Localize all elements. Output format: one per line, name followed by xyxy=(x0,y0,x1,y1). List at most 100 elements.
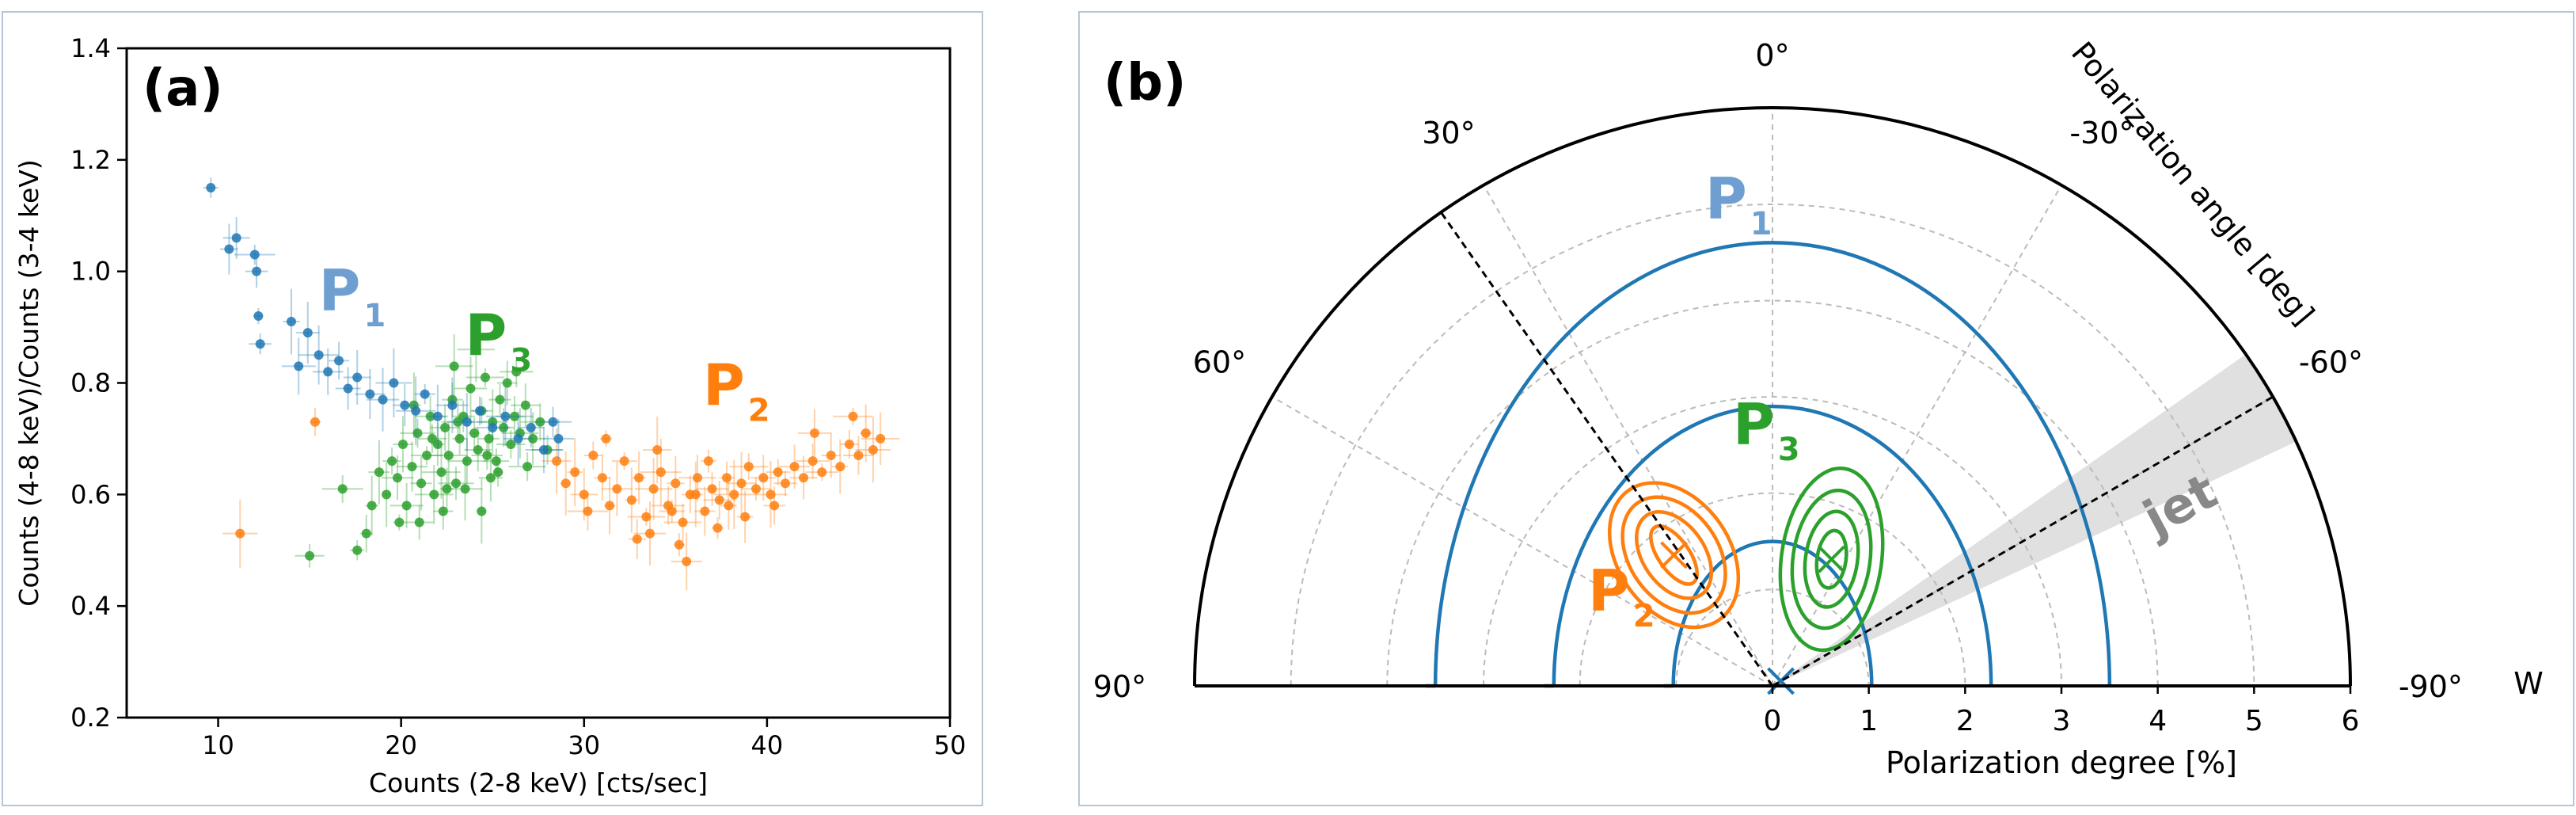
data-point-p2 xyxy=(769,501,780,511)
data-point-p3 xyxy=(374,467,384,478)
data-point-p3 xyxy=(443,451,454,461)
data-point-p1 xyxy=(500,411,511,421)
data-point-p3 xyxy=(493,467,503,478)
data-point-p2 xyxy=(612,484,622,494)
data-point-p1 xyxy=(313,350,324,360)
data-point-p1 xyxy=(255,339,265,349)
data-point-p2 xyxy=(693,473,703,483)
data-point-p2 xyxy=(310,417,321,427)
x-axis-label: Counts (2-8 keV) [cts/sec] xyxy=(369,767,708,798)
data-point-p2 xyxy=(678,517,688,527)
data-point-p3 xyxy=(305,550,315,561)
data-point-p2 xyxy=(743,462,754,472)
angle-tick-label: 60° xyxy=(1193,345,1246,380)
data-point-p1 xyxy=(334,356,344,366)
data-point-p2 xyxy=(722,473,732,483)
data-point-p1 xyxy=(365,389,375,399)
best-fit-marker xyxy=(1660,541,1688,569)
data-point-p1 xyxy=(553,433,564,444)
data-point-p2 xyxy=(781,478,790,489)
data-point-p1 xyxy=(287,317,296,327)
data-point-p3 xyxy=(520,400,530,410)
data-point-p2 xyxy=(601,433,611,444)
contour-line xyxy=(1814,528,1848,590)
data-point-p1 xyxy=(294,361,304,371)
data-point-p2 xyxy=(644,528,655,539)
data-point-p2 xyxy=(700,506,710,516)
r-tick-label: 2 xyxy=(1956,705,1974,737)
data-point-p2 xyxy=(807,456,818,467)
grid-radial xyxy=(1772,185,2062,687)
angle-tick-label: 90° xyxy=(1093,669,1146,704)
data-point-p2 xyxy=(552,456,562,467)
data-point-p2 xyxy=(861,428,871,438)
data-point-p2 xyxy=(605,501,615,511)
grid-circle xyxy=(1579,493,1966,687)
x-tick-label: 20 xyxy=(385,730,417,760)
panel-b: 0 1 2 3 4 5 6 Polarization degree [%] 90° 60° 30° 0… xyxy=(1078,11,2574,806)
data-point-p3 xyxy=(499,422,509,432)
grid-circle xyxy=(1675,588,1870,687)
data-point-p3 xyxy=(471,345,481,355)
data-point-p3 xyxy=(429,489,439,500)
data-point-p2 xyxy=(570,467,580,478)
data-point-p3 xyxy=(436,467,446,478)
data-point-p1 xyxy=(462,417,472,427)
data-point-p2 xyxy=(758,473,769,483)
data-point-p2 xyxy=(632,534,642,544)
data-point-p1 xyxy=(231,233,241,243)
data-point-p3 xyxy=(485,473,496,483)
data-point-p3 xyxy=(460,484,470,494)
data-point-p3 xyxy=(451,478,461,489)
data-point-p3 xyxy=(491,456,501,467)
data-point-p2 xyxy=(652,445,663,455)
plot-frame xyxy=(125,47,952,719)
data-point-p2 xyxy=(724,501,734,511)
data-point-p3 xyxy=(416,478,427,489)
data-point-p3 xyxy=(425,411,435,421)
data-point-p1 xyxy=(526,422,536,432)
outer-boundary xyxy=(1193,106,2352,687)
grid-radial xyxy=(1271,396,1773,687)
data-point-p2 xyxy=(682,556,692,566)
data-point-p3 xyxy=(535,417,545,427)
r-tick-label: 6 xyxy=(2342,705,2360,737)
data-point-p2 xyxy=(868,445,878,455)
r-tick-label: 1 xyxy=(1860,705,1878,737)
x-tick-label: 10 xyxy=(202,730,234,760)
r-tick-label: 3 xyxy=(2053,705,2071,737)
grid-radial xyxy=(1483,185,1773,687)
data-point-p1 xyxy=(488,422,498,432)
x-tick-label: 40 xyxy=(751,730,784,760)
data-point-p3 xyxy=(482,451,492,461)
data-point-p2 xyxy=(641,512,652,522)
jet-band xyxy=(1772,354,2297,686)
data-point-p2 xyxy=(619,456,629,467)
data-point-p1 xyxy=(252,266,262,276)
data-point-p3 xyxy=(440,422,450,432)
data-point-p1 xyxy=(447,400,458,410)
data-point-p1 xyxy=(249,249,260,260)
series-p1 xyxy=(203,177,575,474)
data-point-p3 xyxy=(506,439,516,449)
angle-tick-label: 30° xyxy=(1422,116,1475,150)
angle-tick-label: -30° xyxy=(2069,116,2133,150)
data-point-p1 xyxy=(224,244,234,254)
contours-p3 xyxy=(1778,467,1885,653)
data-point-p3 xyxy=(495,394,505,405)
data-point-p1 xyxy=(548,417,558,427)
data-point-p1 xyxy=(302,328,313,338)
data-point-p3 xyxy=(469,428,480,438)
data-point-p1 xyxy=(420,389,430,399)
y-tick-label: 0.8 xyxy=(70,368,111,398)
contour-line xyxy=(1649,524,1699,586)
data-point-p3 xyxy=(502,378,512,388)
data-point-p3 xyxy=(522,462,533,472)
data-point-p1 xyxy=(411,406,421,416)
data-point-p2 xyxy=(690,489,701,500)
data-point-p3 xyxy=(394,517,405,527)
data-point-p1 xyxy=(253,311,264,321)
data-point-p2 xyxy=(579,489,589,500)
